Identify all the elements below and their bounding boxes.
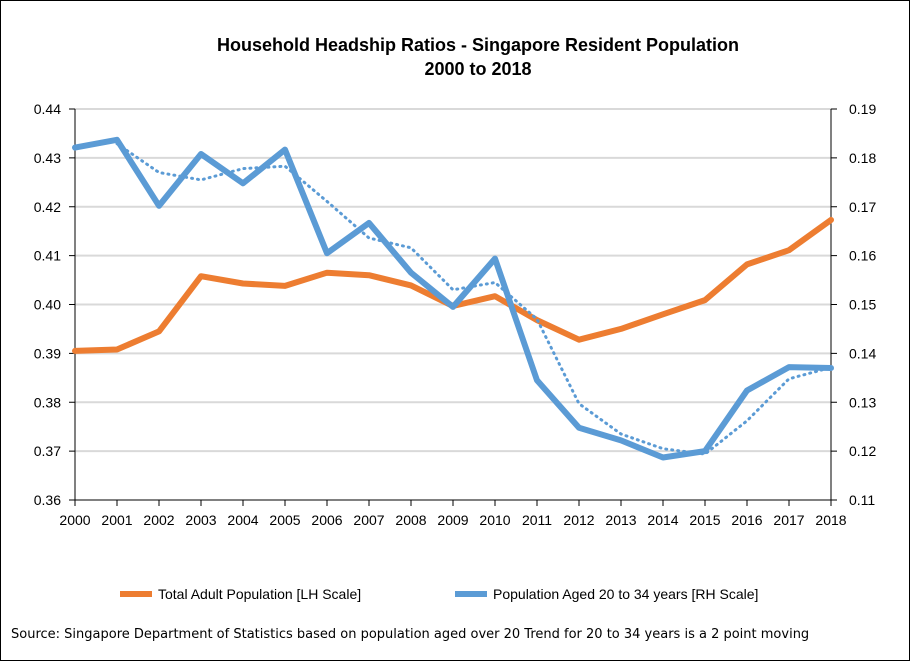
- series-group: [72, 136, 834, 461]
- left-axis-tick-label: 0.38: [34, 394, 61, 410]
- right-axis-tick-label: 0.15: [849, 297, 876, 313]
- axes: 0.36 0.11 0.37 0.12 0.38 0.13 0.39 0.14 0.40 0.15…: [34, 101, 877, 528]
- right-axis-tick-label: 0.16: [849, 248, 876, 264]
- chart-title: Household Headship Ratios - Singapore Re…: [217, 35, 739, 55]
- x-axis-tick-label: 2008: [395, 512, 426, 528]
- chart-subtitle: 2000 to 2018: [424, 59, 531, 79]
- legend: Total Adult Population [LH Scale] Populat…: [120, 586, 758, 602]
- gridlines: [75, 108, 831, 453]
- x-axis-tick-label: 2002: [143, 512, 174, 528]
- left-axis-tick-label: 0.43: [34, 150, 61, 166]
- series-line-0: [72, 216, 834, 354]
- left-axis-tick-label: 0.37: [34, 443, 61, 459]
- x-axis-tick-label: 2013: [605, 512, 636, 528]
- x-axis-tick-label: 2017: [773, 512, 804, 528]
- right-axis-tick-label: 0.19: [849, 101, 876, 117]
- x-axis-tick-label: 2012: [563, 512, 594, 528]
- right-axis-tick-label: 0.14: [849, 345, 876, 361]
- right-axis-tick-label: 0.12: [849, 443, 876, 459]
- x-axis-tick-label: 2004: [227, 512, 258, 528]
- left-axis-tick-label: 0.36: [34, 492, 61, 508]
- x-axis-tick-label: 2014: [647, 512, 678, 528]
- x-axis-tick-label: 2015: [689, 512, 720, 528]
- series-line-1: [72, 136, 834, 461]
- x-axis-tick-label: 2018: [815, 512, 846, 528]
- legend-label-1: Population Aged 20 to 34 years [RH Scale…: [493, 586, 758, 602]
- right-axis-tick-label: 0.18: [849, 150, 876, 166]
- left-axis-tick-label: 0.40: [34, 297, 61, 313]
- left-axis-tick-label: 0.44: [34, 101, 61, 117]
- x-axis-tick-label: 2007: [353, 512, 384, 528]
- x-axis-tick-label: 2009: [437, 512, 468, 528]
- x-axis-tick-label: 2001: [101, 512, 132, 528]
- x-axis-tick-label: 2000: [59, 512, 90, 528]
- right-axis-tick-label: 0.17: [849, 199, 876, 215]
- x-axis-tick-label: 2011: [522, 512, 552, 528]
- left-axis-tick-label: 0.42: [34, 199, 61, 215]
- left-axis-tick-label: 0.41: [34, 248, 61, 264]
- x-axis-tick-label: 2010: [479, 512, 510, 528]
- x-axis-tick-label: 2003: [185, 512, 216, 528]
- source-note: Source: Singapore Department of Statisti…: [11, 627, 810, 642]
- x-axis-tick-label: 2005: [269, 512, 300, 528]
- left-axis-tick-label: 0.39: [34, 345, 61, 361]
- x-axis-tick-label: 2006: [311, 512, 342, 528]
- x-axis-tick-label: 2016: [731, 512, 762, 528]
- legend-label-0: Total Adult Population [LH Scale]: [158, 586, 361, 602]
- right-axis-tick-label: 0.13: [849, 394, 876, 410]
- right-axis-tick-label: 0.11: [849, 492, 875, 508]
